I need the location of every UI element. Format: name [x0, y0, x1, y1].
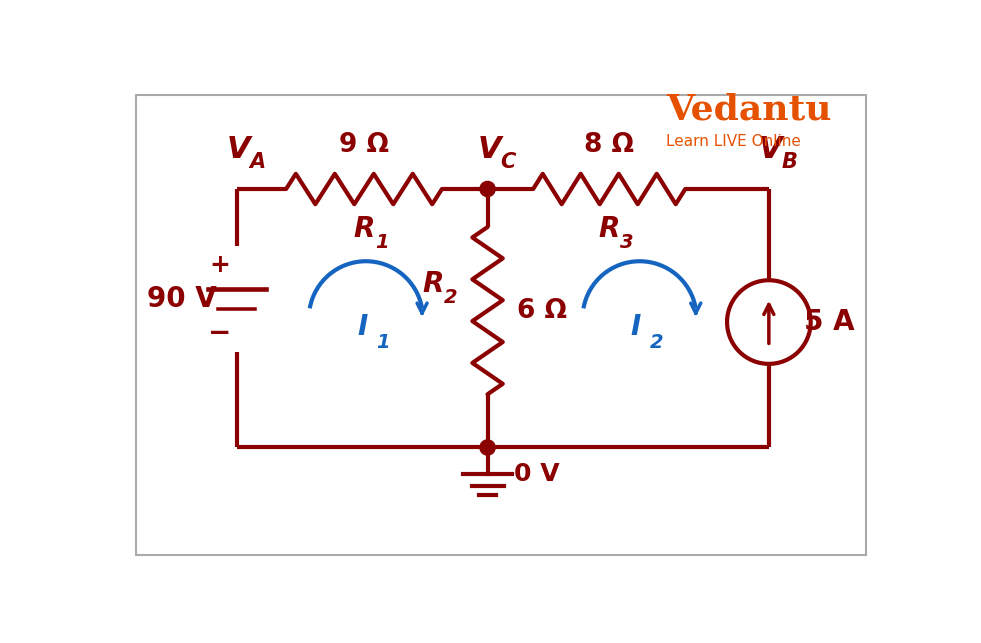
- Text: −: −: [208, 320, 232, 347]
- Text: 1: 1: [376, 333, 389, 352]
- Text: Learn LIVE Online: Learn LIVE Online: [666, 134, 801, 149]
- Text: Vedantu: Vedantu: [666, 92, 832, 126]
- Text: 90 V: 90 V: [147, 285, 217, 313]
- Text: R: R: [422, 270, 443, 298]
- Text: 9 Ω: 9 Ω: [339, 132, 389, 158]
- Text: R: R: [353, 215, 375, 242]
- Text: 8 Ω: 8 Ω: [585, 132, 634, 158]
- Text: 5 A: 5 A: [804, 308, 855, 336]
- Text: 0 V: 0 V: [514, 462, 560, 486]
- Text: 2: 2: [649, 333, 663, 352]
- Circle shape: [480, 181, 495, 197]
- FancyBboxPatch shape: [136, 96, 866, 556]
- Text: 6 Ω: 6 Ω: [517, 298, 567, 323]
- Text: I: I: [631, 313, 641, 341]
- Text: B: B: [782, 152, 798, 172]
- Text: V: V: [478, 135, 501, 164]
- Text: +: +: [210, 253, 231, 277]
- Text: V: V: [758, 135, 782, 164]
- Circle shape: [480, 440, 495, 455]
- Text: 3: 3: [620, 233, 634, 251]
- Text: R: R: [598, 215, 620, 242]
- Text: V: V: [227, 135, 250, 164]
- Text: I: I: [357, 313, 367, 341]
- Text: 2: 2: [443, 288, 457, 307]
- Text: A: A: [249, 152, 265, 172]
- Text: 1: 1: [375, 233, 388, 251]
- Text: C: C: [500, 152, 516, 172]
